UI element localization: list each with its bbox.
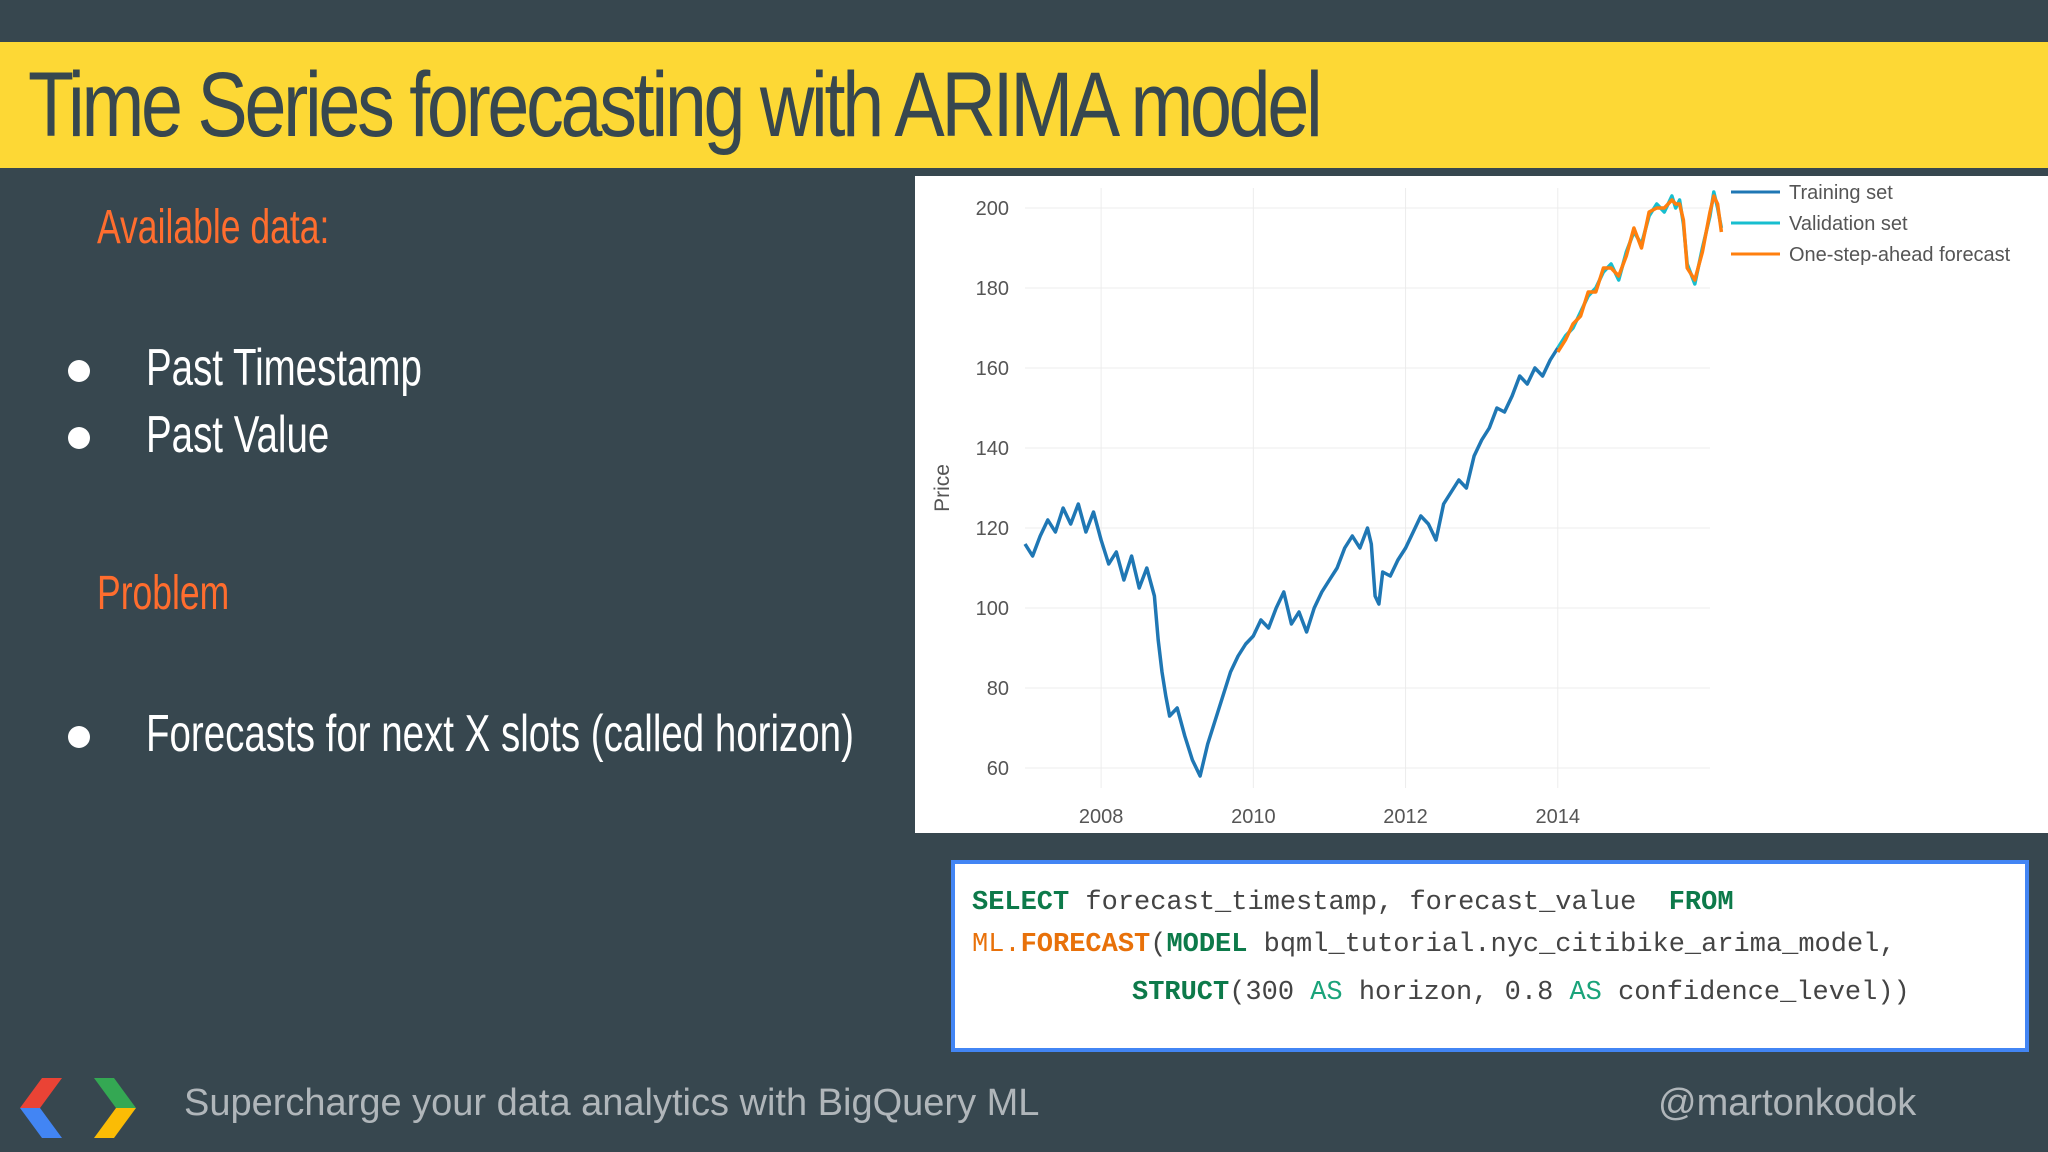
x-tick-label: 2008 <box>1079 806 1124 828</box>
sql-code-block: SELECT forecast_timestamp, forecast_valu… <box>951 860 2029 1052</box>
google-developers-logo-icon <box>20 1078 136 1138</box>
legend-label: Validation set <box>1789 213 1908 235</box>
problem-heading: Problem <box>97 567 230 620</box>
y-tick-label: 160 <box>976 358 1009 380</box>
chart-svg: 60 80 100 120 140 160 180 200 2008 2010 2012 2014 Pr… <box>931 182 2011 828</box>
code-line-1: SELECT forecast_timestamp, forecast_valu… <box>972 888 1734 918</box>
keyword: AS <box>1310 978 1343 1008</box>
y-tick-label: 60 <box>987 758 1009 780</box>
slide-title: Time Series forecasting with ARIMA model <box>28 54 1323 156</box>
y-tick-label: 80 <box>987 678 1009 700</box>
legend-label: One-step-ahead forecast <box>1789 244 2011 266</box>
y-tick-label: 200 <box>976 198 1009 220</box>
price-chart: 60 80 100 120 140 160 180 200 2008 2010 2012 2014 Pr… <box>915 176 2048 833</box>
code-text: horizon, 0.8 <box>1342 978 1570 1008</box>
y-tick-label: 120 <box>976 518 1009 540</box>
code-text: bqml_tutorial.nyc_citibike_arima_model, <box>1247 930 1896 960</box>
legend-label: Training set <box>1789 182 1893 204</box>
bullet-icon <box>68 427 90 449</box>
y-axis-label: Price <box>931 464 954 512</box>
series-line <box>1556 194 1724 353</box>
code-text: (300 <box>1229 978 1311 1008</box>
bullet-icon <box>68 360 90 382</box>
code-text: ( <box>1150 930 1167 960</box>
bullet-icon <box>68 726 90 748</box>
bullet-text: Forecasts for next X slots (called horiz… <box>146 705 854 763</box>
keyword: MODEL <box>1166 930 1248 960</box>
series-line <box>1023 347 1560 778</box>
keyword: SELECT <box>972 888 1070 918</box>
title-bar: Time Series forecasting with ARIMA model <box>0 42 2048 168</box>
code-text: forecast_timestamp, forecast_value <box>1069 888 1669 918</box>
x-tick-label: 2014 <box>1536 806 1581 828</box>
y-tick-label: 100 <box>976 598 1009 620</box>
y-tick-label: 180 <box>976 278 1009 300</box>
code-text: confidence_level)) <box>1601 978 1910 1008</box>
keyword: FROM <box>1668 888 1734 918</box>
y-tick-label: 140 <box>976 438 1009 460</box>
available-data-heading: Available data: <box>97 201 330 254</box>
x-tick-label: 2012 <box>1383 806 1428 828</box>
keyword: AS <box>1569 978 1602 1008</box>
code-line-3: STRUCT(300 AS horizon, 0.8 AS confidence… <box>1132 978 1910 1008</box>
x-tick-label: 2010 <box>1231 806 1276 828</box>
footer-handle: @martonkodok <box>1658 1082 1917 1124</box>
keyword: STRUCT <box>1132 978 1230 1008</box>
code-namespace: ML. <box>972 930 1021 960</box>
function-name: FORECAST <box>1020 930 1151 960</box>
bullet-text: Past Timestamp <box>146 339 422 397</box>
footer-tagline: Supercharge your data analytics with Big… <box>184 1082 1040 1124</box>
code-line-2: ML.FORECAST(MODEL bqml_tutorial.nyc_citi… <box>972 930 1896 960</box>
bullet-text: Past Value <box>146 406 330 464</box>
